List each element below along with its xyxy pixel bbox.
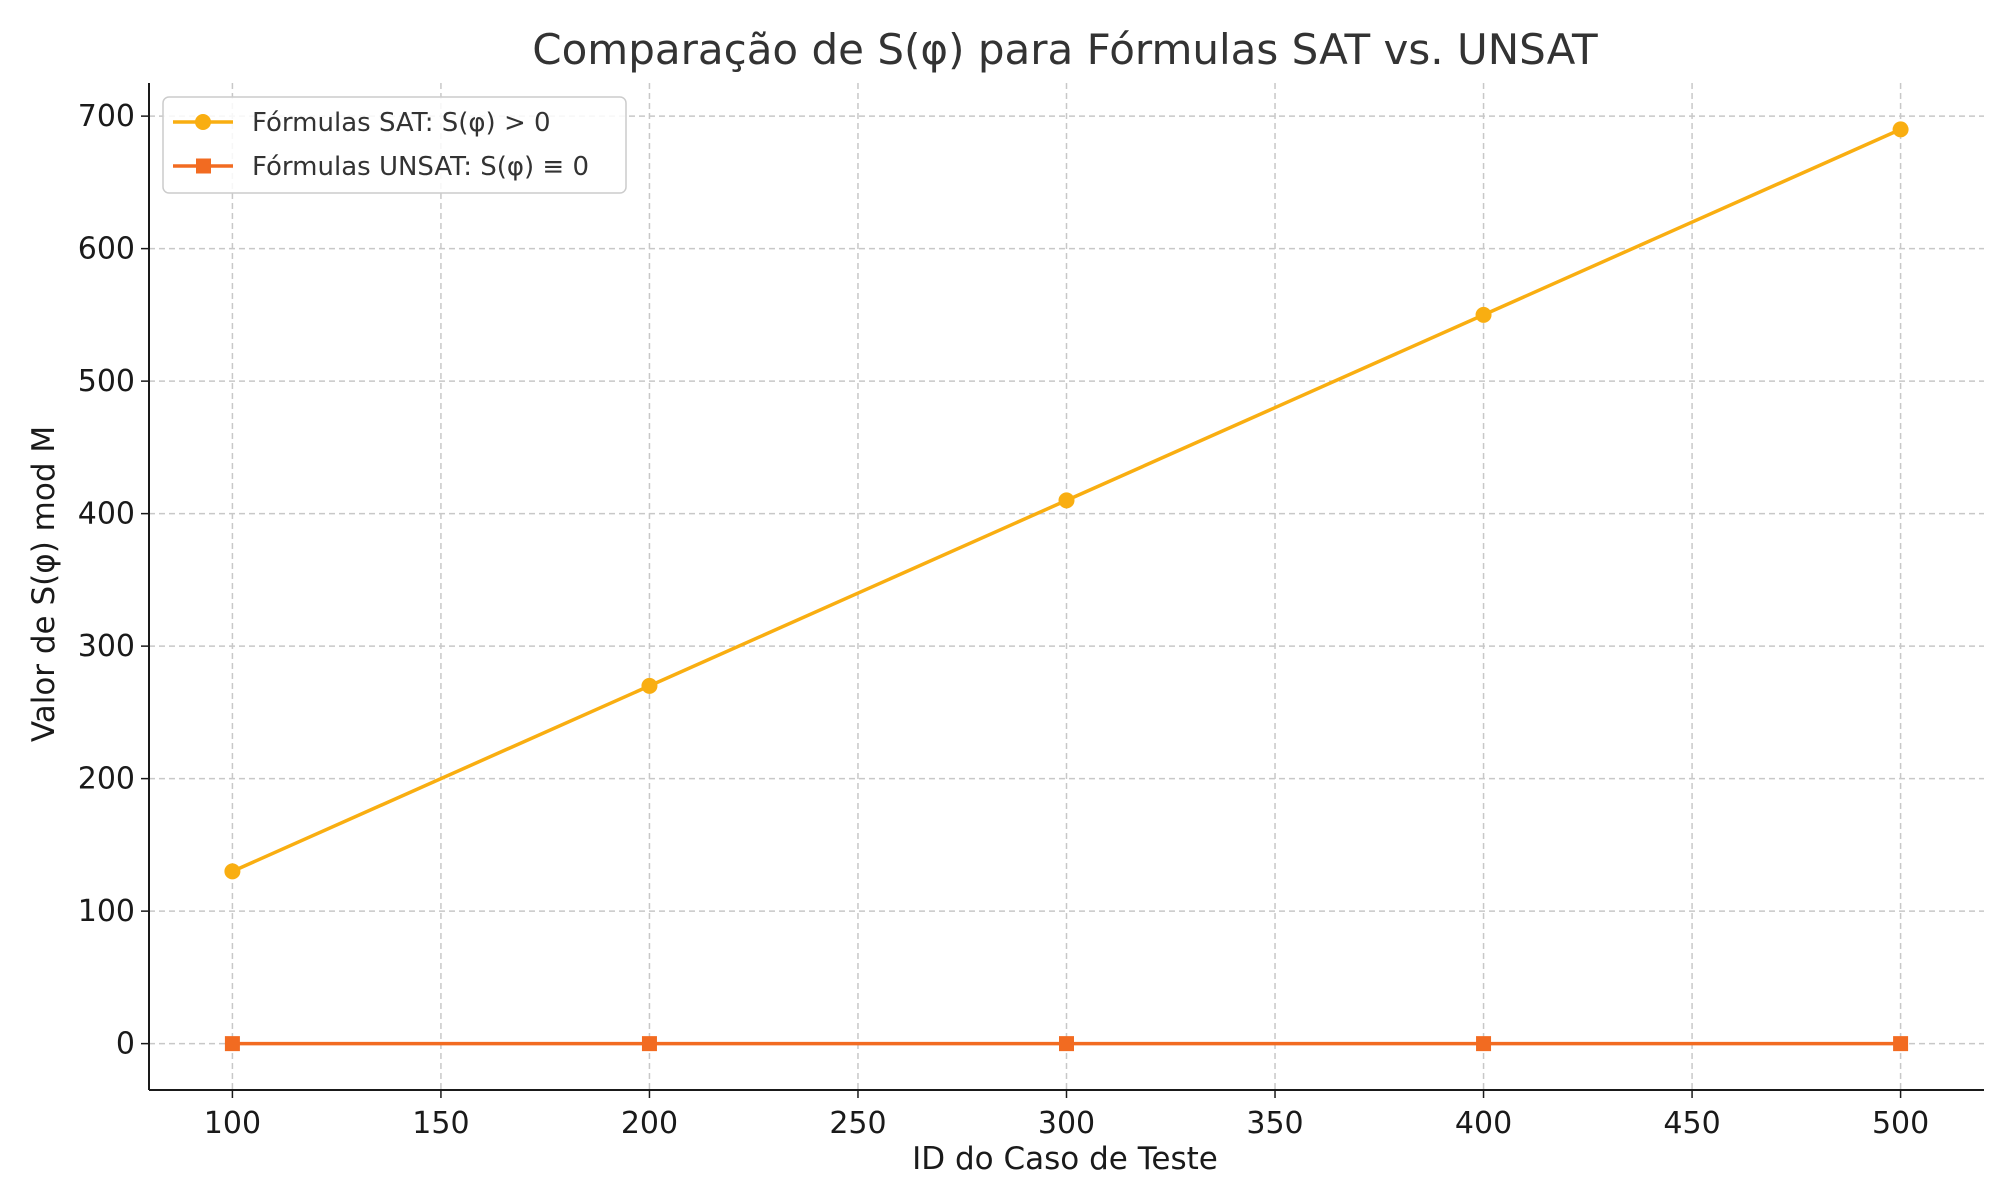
x-axis-label: ID do Caso de Teste bbox=[912, 1141, 1218, 1177]
legend-entries: Fórmulas SAT: S(φ) > 0 Fórmulas UNSAT: S(… bbox=[173, 108, 589, 182]
data-point bbox=[1893, 1036, 1909, 1052]
data-point bbox=[1476, 1036, 1492, 1052]
legend-label: Fórmulas SAT: S(φ) > 0 bbox=[252, 108, 551, 138]
legend-entry: Fórmulas UNSAT: S(φ) ≡ 0 bbox=[173, 152, 589, 182]
chart-title: Comparação de S(φ) para Fórmulas SAT vs.… bbox=[532, 25, 1598, 74]
legend-swatch-marker bbox=[195, 114, 211, 130]
x-tick-label: 450 bbox=[1663, 1106, 1720, 1141]
x-ticks: 100 150 200 250 300 350 400 450 500 bbox=[204, 1090, 1929, 1141]
data-point bbox=[224, 1036, 240, 1052]
legend: Fórmulas SAT: S(φ) > 0 Fórmulas UNSAT: S(… bbox=[162, 96, 627, 194]
y-tick-label: 200 bbox=[78, 762, 135, 797]
data-point bbox=[1475, 306, 1492, 323]
data-point bbox=[1059, 1036, 1074, 1052]
y-tick-label: 400 bbox=[78, 497, 135, 532]
x-tick-label: 150 bbox=[412, 1106, 469, 1141]
legend-swatch-marker bbox=[196, 158, 211, 174]
legend-entry: Fórmulas SAT: S(φ) > 0 bbox=[173, 108, 551, 138]
y-ticks: 0 100 200 300 400 500 600 700 bbox=[78, 99, 149, 1062]
y-tick-label: 700 bbox=[78, 99, 135, 134]
x-tick-label: 350 bbox=[1246, 1106, 1303, 1141]
data-point bbox=[1892, 121, 1909, 138]
y-tick-label: 600 bbox=[78, 232, 135, 267]
y-tick-label: 300 bbox=[78, 629, 135, 664]
y-tick-label: 0 bbox=[116, 1027, 135, 1062]
series-layer bbox=[224, 121, 1909, 1052]
data-point bbox=[641, 1036, 657, 1052]
legend-box bbox=[162, 96, 627, 194]
y-tick-label: 100 bbox=[78, 894, 135, 929]
y-axis-label: Valor de S(φ) mod M bbox=[26, 426, 62, 742]
data-point bbox=[224, 863, 241, 880]
series-1 bbox=[224, 121, 1909, 880]
x-tick-label: 300 bbox=[1038, 1106, 1095, 1141]
x-tick-label: 250 bbox=[829, 1106, 886, 1141]
legend-label: Fórmulas UNSAT: S(φ) ≡ 0 bbox=[252, 152, 589, 182]
x-tick-label: 200 bbox=[621, 1106, 678, 1141]
series-2 bbox=[224, 1036, 1909, 1052]
data-point bbox=[641, 677, 658, 694]
x-tick-label: 500 bbox=[1872, 1106, 1929, 1141]
data-point bbox=[1058, 492, 1075, 509]
y-tick-label: 500 bbox=[78, 364, 135, 399]
x-tick-label: 400 bbox=[1455, 1106, 1512, 1141]
x-tick-label: 100 bbox=[204, 1106, 261, 1141]
